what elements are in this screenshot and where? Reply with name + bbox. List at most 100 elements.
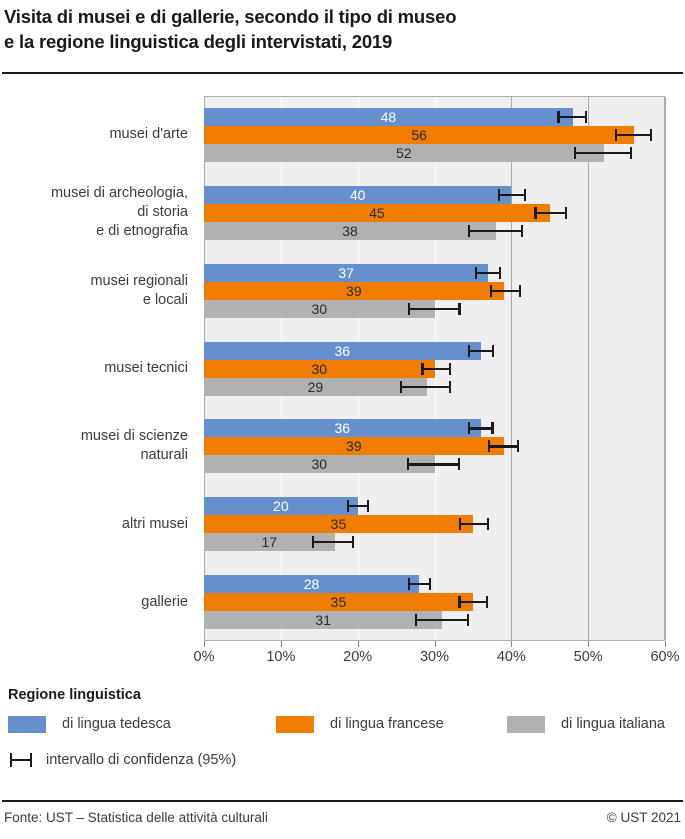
bar-1-0 (204, 125, 635, 144)
error-bar (407, 300, 461, 318)
bar-0-2 (204, 263, 489, 282)
bar-value-label: 48 (380, 108, 397, 125)
bar-value-label: 36 (334, 420, 351, 437)
error-bar-line (489, 289, 522, 292)
x-tick-40 (511, 641, 513, 647)
bar-0-3 (204, 341, 481, 360)
title-line-2: e la regione linguistica degli intervist… (4, 31, 393, 52)
error-bar-cap-low (407, 302, 410, 315)
error-bar-cap-low (615, 128, 618, 141)
bar-row: 45 (204, 203, 665, 222)
x-tick-50 (588, 641, 590, 647)
error-bar (414, 611, 470, 629)
bar-value-label: 17 (261, 534, 278, 551)
error-bar (488, 437, 519, 455)
legend-item-1[interactable]: di lingua francese (276, 712, 444, 736)
category-label-3: musei tecnici (104, 360, 188, 376)
legend-label-0: di lingua tedesca (62, 716, 171, 732)
bar-row: 30 (204, 299, 665, 318)
category-label-2: musei regionali e locali (90, 272, 188, 308)
bar-row: 39 (204, 281, 665, 300)
error-bar (615, 126, 652, 144)
legend-heading: Regione linguistica (8, 687, 141, 703)
x-tick-label-50: 50% (573, 649, 603, 665)
bar-2-6 (204, 611, 443, 630)
error-bar-line (557, 115, 588, 119)
error-bar (399, 378, 452, 396)
bar-row: 35 (204, 593, 665, 612)
error-bar-cap-low (399, 380, 403, 393)
error-bar-line (399, 385, 452, 388)
error-bar-line (346, 505, 370, 508)
error-bar-cap-low (311, 536, 314, 549)
error-bar-line (475, 271, 502, 274)
x-tick-label-30: 30% (419, 649, 450, 665)
error-bar-cap-low (475, 266, 478, 279)
error-bar (468, 222, 523, 240)
gridline-50 (588, 97, 590, 640)
bar-2-2 (204, 299, 435, 318)
error-bar-cap-high (351, 536, 354, 549)
x-tick-label-0: 0% (193, 649, 215, 665)
error-bar-cap-high (519, 284, 522, 297)
bar-2-0 (204, 143, 604, 162)
category-label-6: gallerie (141, 593, 188, 610)
x-tick-label-60: 60% (650, 649, 680, 665)
bar-row: 31 (204, 611, 665, 630)
error-bar-cap-low (488, 440, 491, 453)
x-tick-60 (665, 641, 666, 647)
title-line-1: Visita di musei e di gallerie, secondo i… (4, 6, 457, 27)
bar-2-1 (204, 221, 496, 240)
bar-value-label: 28 (303, 576, 320, 593)
bar-1-5 (204, 515, 473, 534)
bar-value-label: 52 (395, 144, 412, 161)
bar-0-1 (204, 185, 512, 204)
error-bar-line (459, 523, 490, 526)
bar-row: 40 (204, 185, 665, 204)
legend-item-0[interactable]: di lingua tedesca (8, 712, 171, 736)
error-bar (467, 419, 494, 437)
bar-row: 36 (204, 419, 665, 438)
error-bar-line (407, 583, 432, 586)
error-bar-line (498, 193, 526, 196)
bar-groups: 48 56 52 40 45 38 37 39 30 36 30 29 36 39 30 20 35 17 28 35… (204, 96, 665, 641)
bar-1-1 (204, 203, 550, 222)
error-bar-cap-high (449, 362, 452, 375)
legend-swatch-0 (8, 715, 46, 733)
error-bar (475, 264, 502, 282)
bar-value-label: 35 (330, 594, 347, 611)
error-bar-line (311, 541, 354, 544)
bar-1-4 (204, 437, 504, 456)
error-bar-line (615, 133, 652, 137)
error-bar-cap-high (486, 518, 490, 531)
error-bar-cap-high (458, 302, 461, 315)
bar-row: 52 (204, 143, 665, 162)
legend-ci-label: intervallo di confidenza (95%) (46, 752, 237, 768)
error-bar-cap-low (421, 362, 424, 375)
error-bar-line (573, 151, 632, 155)
error-bar-cap-low (467, 344, 470, 357)
bar-row: 37 (204, 263, 665, 282)
gridline-40 (511, 97, 513, 640)
x-tick-label-40: 40% (496, 649, 526, 665)
x-tick-30 (434, 641, 436, 647)
bar-0-4 (204, 419, 481, 438)
category-label-1: musei di archeologia, di storia e di etnog… (50, 185, 188, 240)
bar-value-label: 38 (342, 222, 358, 239)
legend-label-2: di lingua italiana (561, 716, 665, 732)
error-bar-line (421, 367, 452, 370)
legend-item-2[interactable]: di lingua italiana (507, 712, 665, 736)
x-tick-label-20: 20% (343, 649, 373, 665)
error-bar-cap-high (429, 578, 432, 591)
bar-row: 30 (204, 455, 665, 474)
error-bar-cap-low (557, 110, 560, 123)
bar-2-3 (204, 377, 427, 396)
error-bar-line (467, 349, 495, 352)
category-label-4: musei di scienze naturali (80, 428, 188, 464)
error-bar-cap-low (498, 188, 501, 201)
legend-swatch-1 (276, 715, 314, 733)
error-bar (458, 593, 489, 611)
bar-value-label: 56 (411, 126, 427, 143)
page-title: Visita di musei e di gallerie, secondo i… (0, 4, 685, 54)
